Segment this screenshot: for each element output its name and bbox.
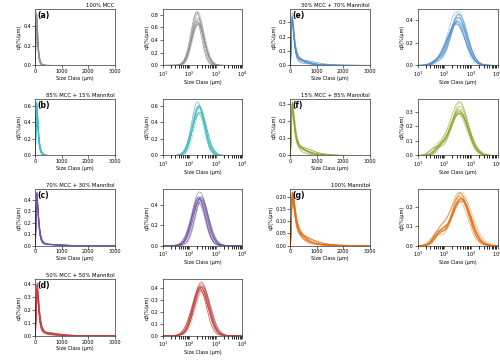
X-axis label: Size Class (μm): Size Class (μm)	[184, 350, 222, 355]
Text: (d): (d)	[38, 281, 50, 290]
Text: 70% MCC + 30% Mannitol: 70% MCC + 30% Mannitol	[46, 183, 114, 188]
Y-axis label: q3(%/μm): q3(%/μm)	[144, 115, 150, 139]
Text: 50% MCC + 50% Mannitol: 50% MCC + 50% Mannitol	[46, 273, 114, 278]
Text: (f): (f)	[292, 101, 303, 110]
X-axis label: Size Class (μm): Size Class (μm)	[439, 170, 476, 175]
Text: (b): (b)	[38, 101, 50, 110]
X-axis label: Size Class (μm): Size Class (μm)	[184, 80, 222, 85]
Text: 30% MCC + 70% Mannitol: 30% MCC + 70% Mannitol	[302, 3, 370, 8]
Y-axis label: q3(%/μm): q3(%/μm)	[144, 205, 150, 230]
Y-axis label: q3(%/μm): q3(%/μm)	[144, 25, 150, 49]
Y-axis label: q3(%/μm): q3(%/μm)	[17, 295, 22, 320]
X-axis label: Size Class (μm): Size Class (μm)	[311, 256, 349, 261]
Text: 100% Mannitol: 100% Mannitol	[330, 183, 370, 188]
Text: 85% MCC + 15% Mannitol: 85% MCC + 15% Mannitol	[46, 93, 114, 98]
X-axis label: Size Class (μm): Size Class (μm)	[56, 76, 94, 81]
Y-axis label: q3(%/μm): q3(%/μm)	[144, 295, 150, 320]
Y-axis label: q3(%/μm): q3(%/μm)	[400, 205, 404, 230]
Text: (g): (g)	[292, 191, 305, 200]
Y-axis label: q3(%/μm): q3(%/μm)	[400, 25, 404, 49]
Text: (c): (c)	[38, 191, 49, 200]
X-axis label: Size Class (μm): Size Class (μm)	[184, 170, 222, 175]
Y-axis label: q3(%/μm): q3(%/μm)	[400, 115, 404, 139]
Text: (e): (e)	[292, 11, 305, 20]
X-axis label: Size Class (μm): Size Class (μm)	[56, 166, 94, 171]
Text: (a): (a)	[38, 11, 50, 20]
Text: 100% MCC: 100% MCC	[86, 3, 115, 8]
X-axis label: Size Class (μm): Size Class (μm)	[184, 260, 222, 265]
X-axis label: Size Class (μm): Size Class (μm)	[56, 256, 94, 261]
Y-axis label: q3(%/μm): q3(%/μm)	[17, 25, 22, 49]
Y-axis label: q3(%/μm): q3(%/μm)	[269, 205, 274, 230]
Text: 15% MCC + 85% Mannitol: 15% MCC + 85% Mannitol	[301, 93, 370, 98]
X-axis label: Size Class (μm): Size Class (μm)	[311, 76, 349, 81]
Y-axis label: q3(%/μm): q3(%/μm)	[272, 25, 277, 49]
Y-axis label: q3(%/μm): q3(%/μm)	[17, 205, 22, 230]
X-axis label: Size Class (μm): Size Class (μm)	[56, 346, 94, 351]
Y-axis label: q3(%/μm): q3(%/μm)	[272, 115, 277, 139]
X-axis label: Size Class (μm): Size Class (μm)	[311, 166, 349, 171]
X-axis label: Size Class (μm): Size Class (μm)	[439, 80, 476, 85]
X-axis label: Size Class (μm): Size Class (μm)	[439, 260, 476, 265]
Y-axis label: q3(%/μm): q3(%/μm)	[17, 115, 22, 139]
